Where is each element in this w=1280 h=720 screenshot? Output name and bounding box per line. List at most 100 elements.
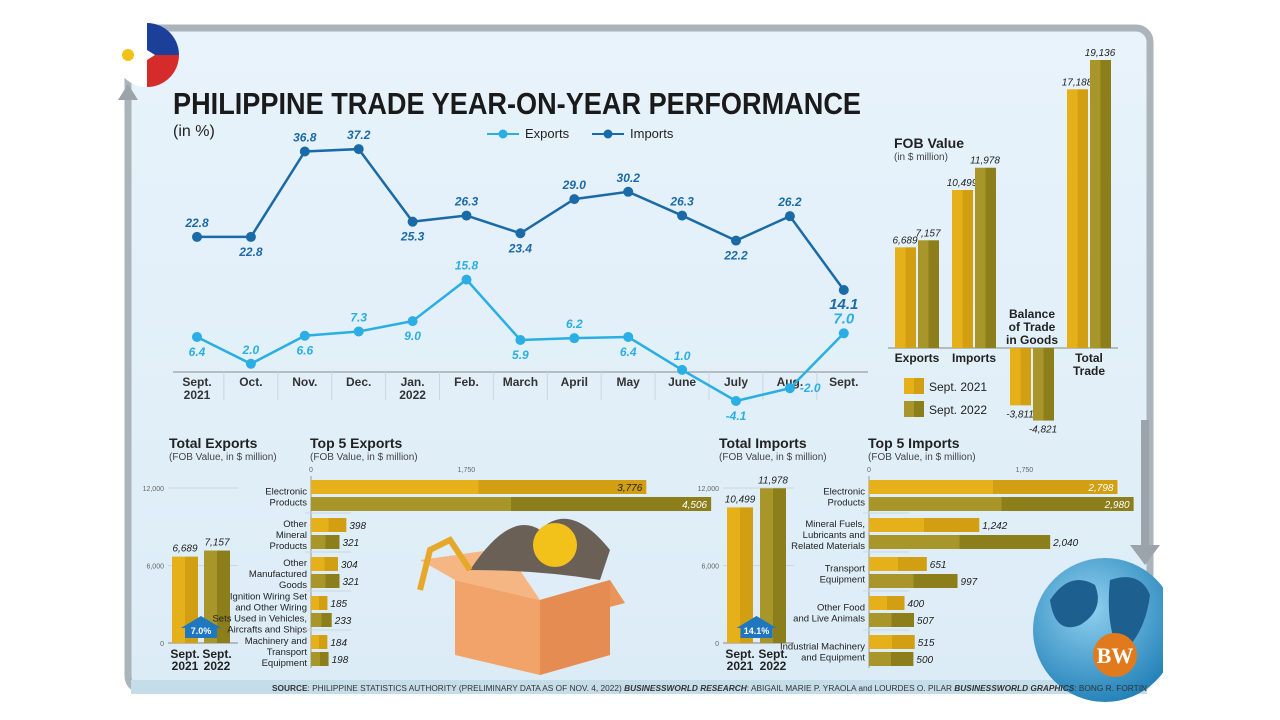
- x-tick-label: Jan.: [401, 375, 425, 389]
- category-label: 2022: [204, 659, 231, 673]
- data-label: 11,978: [758, 475, 788, 486]
- data-label: 5.9: [512, 348, 529, 362]
- imports-point: [192, 231, 202, 242]
- category-label: Other: [283, 558, 307, 569]
- category-label: Equipment: [262, 658, 308, 669]
- chart-subtitle: (in %): [173, 123, 215, 140]
- bar: [869, 652, 914, 666]
- legend-swatch: [904, 378, 924, 394]
- data-label: -3,811: [1006, 409, 1034, 420]
- category-label: Sept.: [202, 647, 231, 661]
- exports-point: [569, 333, 580, 344]
- legend-label: Imports: [630, 126, 674, 141]
- x-tick-label: May: [617, 375, 641, 389]
- data-label: 6.6: [296, 344, 313, 358]
- category-label: Electronic: [823, 487, 865, 498]
- category-label: Other Food: [817, 603, 865, 614]
- data-label: 15.8: [455, 259, 479, 273]
- category-label: Products: [270, 498, 308, 509]
- data-label: 507: [917, 616, 934, 627]
- y-tick-label: 6,000: [146, 564, 164, 571]
- category-label: in Goods: [1006, 333, 1058, 347]
- bar: [311, 596, 328, 610]
- data-label: 651: [930, 560, 947, 571]
- category-label: of Trade: [1009, 320, 1056, 334]
- x-tick-label: 2021: [184, 388, 211, 402]
- flag-red: [147, 55, 179, 87]
- chart-subtitle: (FOB Value, in $ million): [868, 452, 976, 463]
- category-label: Aircrafts and Ships: [227, 625, 307, 636]
- data-label: 1,242: [982, 521, 1007, 532]
- category-label: Exports: [895, 351, 940, 365]
- footer-part: BUSINESSWORLD GRAPHICS: [954, 684, 1075, 693]
- category-label: Mineral Fuels,: [805, 519, 865, 530]
- data-label: 11,978: [970, 156, 1000, 167]
- chart-title: Total Exports: [169, 435, 258, 451]
- category-label: Goods: [279, 580, 307, 591]
- chart-title: Top 5 Imports: [868, 435, 960, 451]
- bw-logo: [1093, 633, 1137, 677]
- data-label: 22.8: [184, 216, 209, 230]
- category-label: Products: [270, 541, 308, 552]
- page-title: PHILIPPINE TRADE YEAR-ON-YEAR PERFORMANC…: [173, 86, 861, 121]
- bar: [869, 557, 927, 571]
- x-tick-label: July: [724, 375, 748, 389]
- data-label: 500: [916, 655, 933, 666]
- exports-point: [353, 326, 364, 337]
- footer-part: : BONG R. FORTIN: [1074, 684, 1147, 693]
- bar: [869, 574, 958, 588]
- data-label: 10,499: [725, 494, 756, 505]
- category-label: and Equipment: [801, 653, 865, 664]
- y-tick-label: 0: [160, 641, 164, 648]
- data-label: 26.3: [669, 195, 694, 209]
- data-label: 2.0: [242, 343, 260, 357]
- data-label: 23.4: [508, 241, 533, 255]
- bar: [895, 247, 916, 348]
- arrow-shaft: [1141, 420, 1149, 546]
- legend-swatch: [904, 401, 924, 417]
- x-tick-label: Dec.: [346, 375, 371, 389]
- category-label: Transport: [825, 564, 866, 575]
- category-label: 2022: [760, 659, 787, 673]
- data-label: 6.4: [620, 345, 637, 359]
- chart-subtitle: (in $ million): [894, 152, 948, 163]
- chart-subtitle: (FOB Value, in $ million): [169, 452, 277, 463]
- category-label: Manufactured: [249, 569, 307, 580]
- data-label: 25.3: [400, 230, 425, 244]
- bar: [952, 189, 973, 348]
- data-label: 9.0: [404, 329, 421, 343]
- data-label: 184: [330, 638, 347, 649]
- bar: [1010, 348, 1031, 406]
- flag-blue: [147, 23, 179, 55]
- category-label: Lubricants and: [803, 530, 865, 541]
- data-label: 30.2: [617, 171, 641, 185]
- imports-point: [569, 194, 580, 205]
- data-label: 26.2: [777, 195, 802, 209]
- arrow-up-icon: [181, 616, 221, 638]
- category-label: Sets Used in Vehicles,: [212, 614, 307, 625]
- chart-title: Total Imports: [719, 435, 807, 451]
- category-label: Sept.: [170, 647, 199, 661]
- data-label: -4,821: [1029, 425, 1057, 436]
- category-label: and Live Animals: [793, 614, 865, 625]
- data-label: 185: [330, 599, 347, 610]
- bw-logo-text: BW: [1097, 643, 1134, 668]
- category-label: Products: [828, 498, 866, 509]
- imports-point: [677, 210, 688, 221]
- x-tick-label: Feb.: [454, 375, 479, 389]
- x-tick-label: Sept.: [182, 375, 211, 389]
- cargo-box-icon: [417, 518, 625, 675]
- data-label: 19,136: [1085, 48, 1116, 59]
- growth-badge: 7.0%: [191, 626, 212, 636]
- x-tick-label: Nov.: [292, 375, 317, 389]
- globe-icon: [1033, 558, 1177, 702]
- bar: [869, 518, 980, 532]
- x-tick-label: June: [668, 375, 696, 389]
- imports-point: [299, 146, 310, 157]
- data-label: 3,776: [617, 483, 642, 494]
- imports-point: [838, 284, 849, 295]
- bar: [869, 480, 1118, 494]
- footer-part: : PHILIPPINE STATISTICS AUTHORITY (PRELI…: [308, 684, 623, 693]
- data-label: 22.2: [723, 249, 748, 263]
- data-label: 398: [349, 521, 366, 532]
